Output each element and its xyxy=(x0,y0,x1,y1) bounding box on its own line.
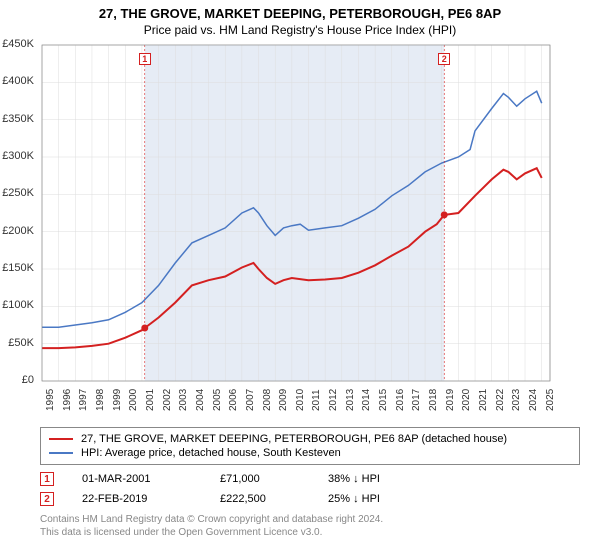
x-axis-label: 2023 xyxy=(511,389,522,411)
x-axis-label: 1995 xyxy=(45,389,56,411)
x-axis-label: 1999 xyxy=(112,389,123,411)
marker-pct: 38% ↓ HPI xyxy=(328,473,428,485)
x-axis-label: 2007 xyxy=(245,389,256,411)
x-axis-label: 2019 xyxy=(445,389,456,411)
marker-table: 1 01-MAR-2001 £71,000 38% ↓ HPI 2 22-FEB… xyxy=(40,469,580,509)
x-axis-label: 1998 xyxy=(95,389,106,411)
x-axis-label: 2022 xyxy=(495,389,506,411)
legend-label: 27, THE GROVE, MARKET DEEPING, PETERBORO… xyxy=(81,433,507,445)
chart-marker-badge: 2 xyxy=(438,53,450,65)
x-axis-label: 2025 xyxy=(545,389,556,411)
marker-date: 22-FEB-2019 xyxy=(82,493,192,505)
marker-badge: 1 xyxy=(40,472,54,486)
x-axis-label: 2015 xyxy=(378,389,389,411)
marker-pct: 25% ↓ HPI xyxy=(328,493,428,505)
x-axis-label: 2021 xyxy=(478,389,489,411)
footer-attribution: Contains HM Land Registry data © Crown c… xyxy=(40,513,580,539)
x-axis-label: 2012 xyxy=(328,389,339,411)
x-axis-label: 2008 xyxy=(262,389,273,411)
x-axis-label: 2003 xyxy=(178,389,189,411)
y-axis-label: £0 xyxy=(0,374,34,386)
chart-title: 27, THE GROVE, MARKET DEEPING, PETERBORO… xyxy=(0,0,600,21)
marker-price: £71,000 xyxy=(220,473,300,485)
chart-container: 27, THE GROVE, MARKET DEEPING, PETERBORO… xyxy=(0,0,600,560)
y-axis-label: £200K xyxy=(0,225,34,237)
chart-area: £0£50K£100K£150K£200K£250K£300K£350K£400… xyxy=(36,41,596,421)
marker-badge: 2 xyxy=(40,492,54,506)
marker-price: £222,500 xyxy=(220,493,300,505)
x-axis-label: 2006 xyxy=(228,389,239,411)
legend-item: HPI: Average price, detached house, Sout… xyxy=(49,446,571,460)
x-axis-label: 2016 xyxy=(395,389,406,411)
y-axis-label: £450K xyxy=(0,38,34,50)
footer-line-2: This data is licensed under the Open Gov… xyxy=(40,526,580,539)
legend-swatch xyxy=(49,452,73,454)
y-axis-label: £350K xyxy=(0,113,34,125)
x-axis-label: 2020 xyxy=(461,389,472,411)
footer-line-1: Contains HM Land Registry data © Crown c… xyxy=(40,513,580,526)
legend-swatch xyxy=(49,438,73,440)
x-axis-label: 2001 xyxy=(145,389,156,411)
x-axis-label: 1996 xyxy=(62,389,73,411)
y-axis-label: £400K xyxy=(0,75,34,87)
x-axis-label: 2009 xyxy=(278,389,289,411)
x-axis-label: 2000 xyxy=(128,389,139,411)
x-axis-label: 2017 xyxy=(411,389,422,411)
x-axis-label: 2005 xyxy=(212,389,223,411)
x-axis-label: 2004 xyxy=(195,389,206,411)
legend-label: HPI: Average price, detached house, Sout… xyxy=(81,447,341,459)
marker-row: 2 22-FEB-2019 £222,500 25% ↓ HPI xyxy=(40,489,580,509)
x-axis-label: 1997 xyxy=(78,389,89,411)
legend: 27, THE GROVE, MARKET DEEPING, PETERBORO… xyxy=(40,427,580,465)
legend-item: 27, THE GROVE, MARKET DEEPING, PETERBORO… xyxy=(49,432,571,446)
marker-row: 1 01-MAR-2001 £71,000 38% ↓ HPI xyxy=(40,469,580,489)
y-axis-label: £150K xyxy=(0,262,34,274)
y-axis-label: £300K xyxy=(0,150,34,162)
x-axis-label: 2014 xyxy=(361,389,372,411)
x-axis-label: 2010 xyxy=(295,389,306,411)
chart-marker-badge: 1 xyxy=(139,53,151,65)
chart-subtitle: Price paid vs. HM Land Registry's House … xyxy=(0,21,600,41)
x-axis-label: 2018 xyxy=(428,389,439,411)
chart-svg xyxy=(36,41,556,421)
x-axis-label: 2013 xyxy=(345,389,356,411)
y-axis-label: £100K xyxy=(0,299,34,311)
y-axis-label: £50K xyxy=(0,337,34,349)
x-axis-label: 2002 xyxy=(162,389,173,411)
y-axis-label: £250K xyxy=(0,187,34,199)
x-axis-label: 2024 xyxy=(528,389,539,411)
x-axis-label: 2011 xyxy=(311,389,322,411)
marker-date: 01-MAR-2001 xyxy=(82,473,192,485)
